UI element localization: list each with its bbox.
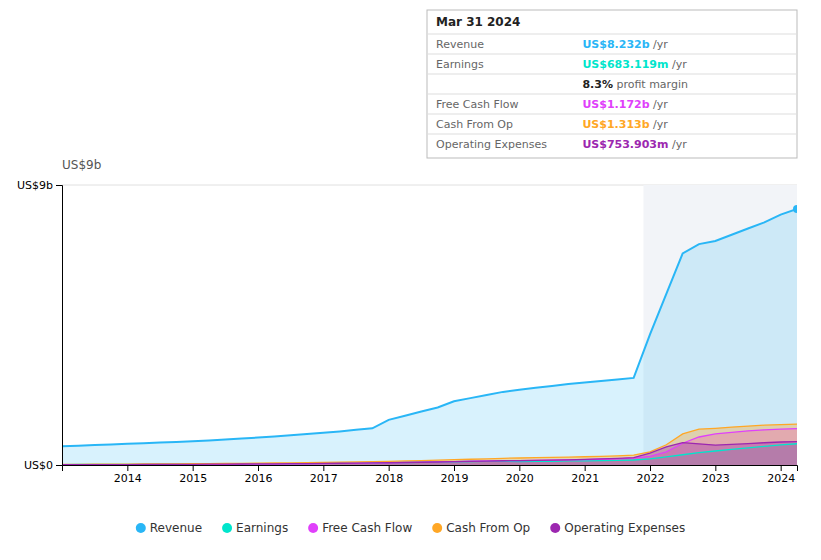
tooltip-unit: /yr xyxy=(668,58,687,71)
legend-label: Free Cash Flow xyxy=(322,521,412,535)
tooltip-separator xyxy=(427,54,797,55)
tick-label: 2023 xyxy=(702,472,730,485)
tooltip: Mar 31 2024 Revenue US$8.232b /yr Earnings U… xyxy=(427,10,797,158)
tooltip-value: US$1.313b xyxy=(582,118,649,131)
tooltip-unit: profit margin xyxy=(613,78,688,91)
legend-item: Earnings xyxy=(222,521,288,535)
tooltip-separator xyxy=(427,134,797,135)
tooltip-value: US$753.903m xyxy=(582,138,668,151)
tooltip-separator xyxy=(427,94,797,95)
tick-mark xyxy=(715,465,716,471)
tick-label: US$9b xyxy=(17,179,53,192)
tick-label: 2014 xyxy=(114,472,142,485)
tick: 2017 xyxy=(310,465,338,485)
line xyxy=(62,209,797,446)
legend-item: Operating Expenses xyxy=(550,521,685,535)
legend-swatch xyxy=(136,523,146,533)
legend-label: Cash From Op xyxy=(446,521,530,535)
tooltip-unit: /yr xyxy=(650,38,669,51)
tick: 2020 xyxy=(506,465,534,485)
y-axis: US$0 US$9b xyxy=(17,179,63,472)
tick-label: 2015 xyxy=(179,472,207,485)
tooltip-value: US$683.119m xyxy=(582,58,668,71)
tooltip-label: Earnings xyxy=(436,58,484,71)
tick-label: 2018 xyxy=(375,472,403,485)
tooltip-unit: /yr xyxy=(650,98,669,111)
tick-label: 2019 xyxy=(441,472,469,485)
marks xyxy=(62,185,797,465)
tick: 2022 xyxy=(637,465,665,485)
tick-mark xyxy=(389,465,390,471)
tick-label: 2024 xyxy=(767,472,795,485)
legend-swatch xyxy=(222,523,232,533)
tick-label: 2017 xyxy=(310,472,338,485)
tooltip-separator xyxy=(427,34,797,35)
legend-swatch xyxy=(308,523,318,533)
annotation: US$9b xyxy=(62,158,101,172)
legend-label: Operating Expenses xyxy=(564,521,685,535)
tick-mark xyxy=(323,465,324,471)
line xyxy=(62,442,797,465)
tooltip-value: US$1.172b xyxy=(582,98,649,111)
tick: 2023 xyxy=(702,465,730,485)
legend-item: Revenue xyxy=(136,521,202,535)
tick-label: 2021 xyxy=(571,472,599,485)
tick: US$0 xyxy=(24,459,62,472)
tick: 2016 xyxy=(245,465,273,485)
area xyxy=(62,424,797,465)
area xyxy=(62,442,797,465)
area xyxy=(62,209,797,465)
tick-mark xyxy=(585,465,586,471)
tooltip-separator xyxy=(427,74,797,75)
tick-mark xyxy=(56,465,62,466)
tick: US$9b xyxy=(17,179,62,192)
legend-label: Earnings xyxy=(236,521,288,535)
end-point xyxy=(793,205,797,213)
legend-swatch xyxy=(432,523,442,533)
tooltip-separator xyxy=(427,114,797,115)
tick-label: US$0 xyxy=(24,459,53,472)
tooltip-label: Revenue xyxy=(436,38,484,51)
tooltip-box xyxy=(427,10,797,158)
tick-mark xyxy=(519,465,520,471)
line xyxy=(62,424,797,464)
tick-label: 2016 xyxy=(245,472,273,485)
tick-mark xyxy=(193,465,194,471)
tick-mark xyxy=(258,465,259,471)
tick: 2018 xyxy=(375,465,403,485)
axis-line xyxy=(63,466,798,472)
legend: Revenue Earnings Free Cash Flow Cash From O… xyxy=(136,521,685,535)
tooltip-label: Cash From Op xyxy=(436,118,513,131)
x-axis: 2014 2015 2016 2017 2018 2019 2020 2021 2022 2023… xyxy=(63,465,798,485)
tooltip-label: Free Cash Flow xyxy=(436,98,519,111)
plot-area: 2014 2015 2016 2017 2018 2019 2020 2021 2022 2023… xyxy=(17,179,801,485)
tooltip-unit: /yr xyxy=(650,118,669,131)
grid xyxy=(62,185,797,465)
tick: 2014 xyxy=(114,465,142,485)
tick-mark xyxy=(56,185,62,186)
tooltip-value: 8.3% xyxy=(582,78,613,91)
legend-item: Free Cash Flow xyxy=(308,521,412,535)
legend-swatch xyxy=(550,523,560,533)
tick-mark xyxy=(127,465,128,471)
line xyxy=(62,429,797,465)
legend-label: Revenue xyxy=(150,521,202,535)
tooltip-value: US$8.232b xyxy=(582,38,649,51)
tick-mark xyxy=(781,465,782,471)
tick: 2015 xyxy=(179,465,207,485)
chart: 2014 2015 2016 2017 2018 2019 2020 2021 2022 2023… xyxy=(0,0,821,560)
legend-item: Cash From Op xyxy=(432,521,530,535)
tooltip-label: Operating Expenses xyxy=(436,138,547,151)
axis-line xyxy=(56,186,63,466)
tick-mark xyxy=(454,465,455,471)
tick: 2019 xyxy=(441,465,469,485)
tick-label: 2020 xyxy=(506,472,534,485)
tick: 2021 xyxy=(571,465,599,485)
tick-label: 2022 xyxy=(637,472,665,485)
tooltip-unit: /yr xyxy=(668,138,687,151)
tick: 2024 xyxy=(767,465,795,485)
tooltip-title: Mar 31 2024 xyxy=(436,15,520,29)
tick-mark xyxy=(650,465,651,471)
